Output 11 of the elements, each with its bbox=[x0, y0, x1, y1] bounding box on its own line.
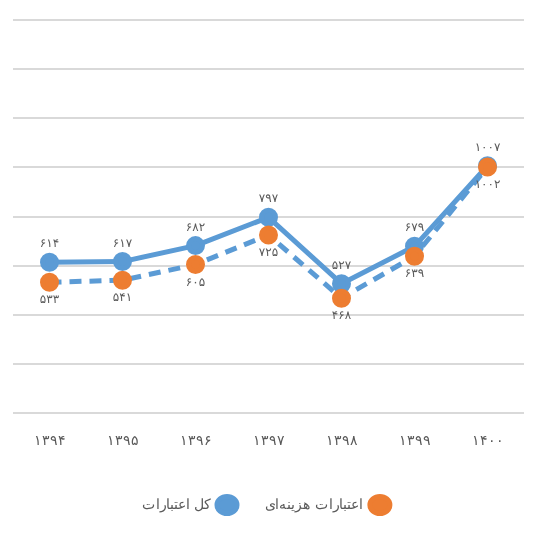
point bbox=[113, 270, 132, 290]
point bbox=[405, 246, 424, 266]
point bbox=[259, 207, 278, 227]
point bbox=[40, 252, 59, 272]
point bbox=[186, 236, 205, 256]
point bbox=[113, 252, 132, 272]
point bbox=[332, 288, 351, 308]
point bbox=[332, 274, 351, 294]
point bbox=[186, 255, 205, 275]
point bbox=[40, 272, 59, 292]
point bbox=[259, 225, 278, 245]
